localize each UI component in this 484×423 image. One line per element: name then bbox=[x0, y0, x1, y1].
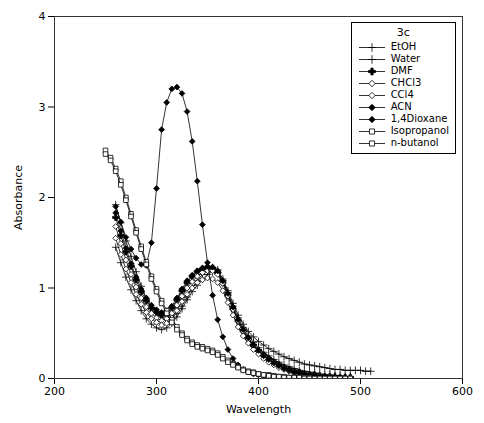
html-text:CHCl3: CHCl3 bbox=[390, 77, 422, 88]
html-text:3c: 3c bbox=[396, 26, 410, 39]
html-text:DMF: DMF bbox=[390, 65, 413, 76]
svg-text:3: 3 bbox=[39, 101, 46, 114]
html-text:EtOH: EtOH bbox=[390, 41, 417, 52]
svg-text:1: 1 bbox=[39, 282, 46, 295]
svg-text:4: 4 bbox=[39, 10, 46, 23]
svg-text:600: 600 bbox=[452, 385, 473, 398]
svg-text:300: 300 bbox=[146, 385, 167, 398]
html-text:1,4Dioxane: 1,4Dioxane bbox=[390, 113, 448, 124]
svg-text:2: 2 bbox=[39, 191, 46, 204]
html-text:Water: Water bbox=[390, 53, 421, 64]
svg-text:Absorbance: Absorbance bbox=[12, 165, 25, 230]
html-text:n-butanol: n-butanol bbox=[390, 137, 439, 148]
svg-text:0: 0 bbox=[39, 372, 46, 385]
html-text:Isopropanol: Isopropanol bbox=[390, 125, 449, 136]
svg-text:500: 500 bbox=[350, 385, 371, 398]
svg-text:400: 400 bbox=[248, 385, 269, 398]
svg-text:200: 200 bbox=[44, 385, 65, 398]
html-text:ACN: ACN bbox=[390, 101, 412, 112]
svg-text:Wavelength: Wavelength bbox=[226, 403, 291, 416]
html-text:CCl4: CCl4 bbox=[390, 89, 414, 100]
